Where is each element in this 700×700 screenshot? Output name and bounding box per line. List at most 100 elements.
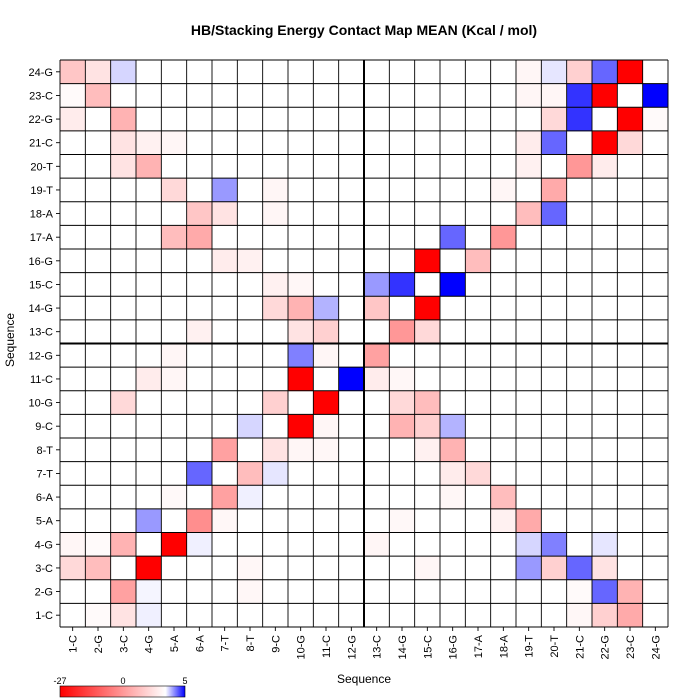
y-tick-label: 4-G	[35, 539, 53, 551]
heatmap-cell	[338, 249, 365, 273]
heatmap-cell	[85, 556, 111, 581]
heatmap-cell	[566, 178, 593, 203]
y-tick-label: 2-G	[35, 587, 53, 599]
heatmap-cell	[262, 107, 289, 132]
x-tick-label: 18-A	[498, 634, 510, 658]
heatmap-cell	[161, 201, 187, 226]
heatmap-cell	[414, 390, 441, 415]
heatmap-cell	[389, 367, 415, 392]
heatmap-cell	[465, 130, 491, 155]
heatmap-cell	[237, 296, 263, 321]
heatmap-cell	[617, 201, 643, 226]
heatmap-cell	[490, 414, 517, 439]
heatmap-cell	[338, 60, 365, 84]
heatmap-cell	[617, 178, 643, 203]
x-tick-label: 14-G	[397, 635, 409, 659]
heatmap-cell	[364, 130, 390, 155]
heatmap-cell	[212, 249, 238, 273]
heatmap-cell	[136, 603, 162, 628]
heatmap-cell	[592, 130, 618, 155]
heatmap-cell	[490, 461, 517, 486]
heatmap-cell	[490, 556, 517, 581]
heatmap-cell	[389, 130, 415, 155]
heatmap-cell	[414, 83, 441, 108]
heatmap-cell	[262, 532, 289, 557]
x-tick-label: 13-C	[372, 635, 384, 659]
heatmap-cell	[60, 83, 86, 108]
heatmap-cell	[338, 107, 365, 132]
heatmap-cell	[136, 296, 162, 321]
heatmap-cell	[186, 343, 213, 368]
heatmap-cell	[592, 461, 618, 486]
heatmap-cell	[414, 130, 441, 155]
heatmap-cell	[465, 438, 491, 462]
heatmap-cell	[440, 178, 466, 203]
heatmap-cell	[212, 532, 238, 557]
heatmap-cell	[161, 390, 187, 415]
heatmap-cell	[110, 272, 137, 297]
y-tick-label: 24-G	[29, 67, 53, 79]
heatmap-cell	[136, 107, 162, 132]
heatmap-cell	[364, 508, 390, 533]
heatmap-cell	[440, 272, 466, 297]
heatmap-cell	[440, 201, 466, 226]
heatmap-cell	[642, 60, 669, 84]
heatmap-cell	[110, 83, 137, 108]
heatmap-cell	[313, 178, 339, 203]
heatmap-cell	[490, 438, 517, 462]
heatmap-cell	[237, 461, 263, 486]
heatmap-cell	[617, 249, 643, 273]
heatmap-cell	[642, 225, 669, 250]
heatmap-cell	[161, 556, 187, 581]
heatmap-cell	[592, 178, 618, 203]
heatmap-cell	[110, 201, 137, 226]
heatmap-cell	[490, 532, 517, 557]
heatmap-cell	[364, 390, 390, 415]
heatmap-cell	[465, 319, 491, 344]
heatmap-cell	[338, 296, 365, 321]
heatmap-cell	[541, 438, 567, 462]
heatmap-cell	[262, 319, 289, 344]
heatmap-cell	[136, 461, 162, 486]
heatmap-cell	[592, 532, 618, 557]
heatmap-cell	[490, 272, 517, 297]
heatmap-cell	[364, 60, 390, 84]
heatmap-cell	[364, 319, 390, 344]
heatmap-cell	[110, 556, 137, 581]
heatmap-cell	[313, 603, 339, 628]
heatmap-cell	[566, 319, 593, 344]
heatmap-cell	[237, 107, 263, 132]
heatmap-cell	[212, 83, 238, 108]
x-tick-label: 4-G	[144, 635, 156, 653]
heatmap-cell	[212, 556, 238, 581]
heatmap-cell	[110, 296, 137, 321]
heatmap-cell	[490, 60, 517, 84]
y-axis-label: Sequence	[3, 313, 17, 367]
heatmap-cell	[642, 154, 669, 179]
y-tick-label: 14-G	[29, 303, 53, 315]
heatmap-cell	[110, 603, 137, 628]
heatmap-cell	[389, 603, 415, 628]
heatmap-cell	[566, 461, 593, 486]
heatmap-cell	[364, 461, 390, 486]
heatmap-cell	[541, 461, 567, 486]
heatmap-cell	[288, 579, 314, 604]
heatmap-cell	[465, 154, 491, 179]
heatmap-cell	[541, 107, 567, 132]
heatmap-cell	[490, 178, 517, 203]
heatmap-cell	[541, 532, 567, 557]
heatmap-cell	[465, 556, 491, 581]
heatmap-cell	[136, 414, 162, 439]
heatmap-cell	[313, 60, 339, 84]
heatmap-cell	[136, 438, 162, 462]
heatmap-cell	[465, 83, 491, 108]
x-tick-label: 16-G	[448, 635, 460, 659]
heatmap-cell	[212, 107, 238, 132]
heatmap-cell	[465, 343, 491, 368]
heatmap-cell	[288, 485, 314, 510]
heatmap-cell	[338, 508, 365, 533]
heatmap-cell	[490, 225, 517, 250]
heatmap-cell	[541, 556, 567, 581]
heatmap-cell	[85, 201, 111, 226]
heatmap-cell	[313, 249, 339, 273]
